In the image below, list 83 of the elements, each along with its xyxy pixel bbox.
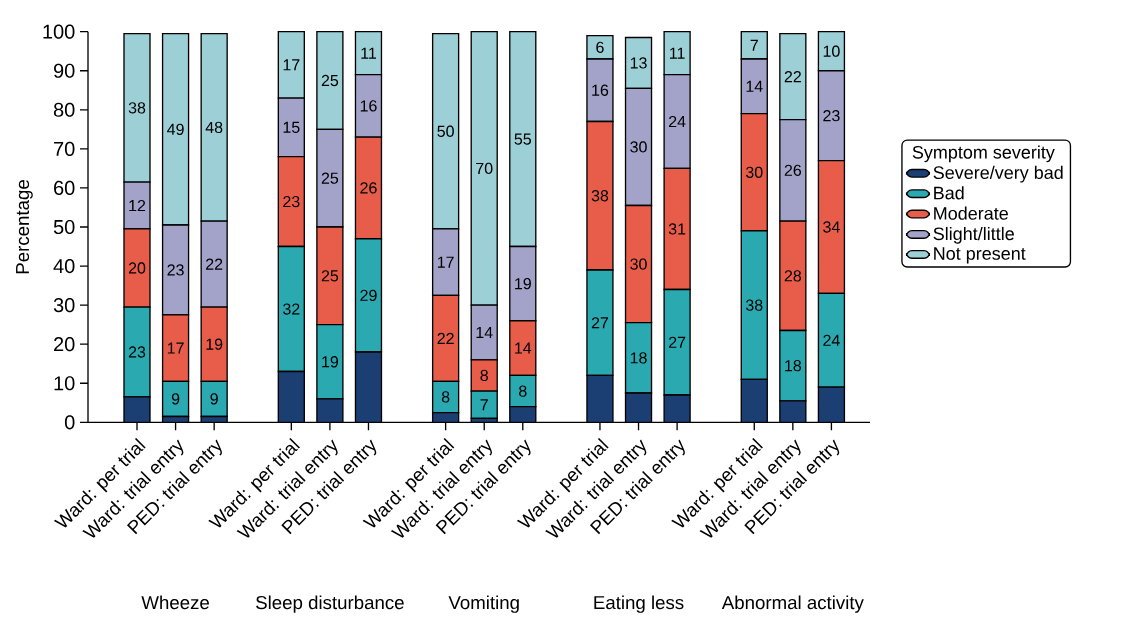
legend-label: Bad [934,186,964,200]
data-label: 22 [784,70,801,83]
y-tick-label: 60 [54,180,75,195]
data-label: 17 [283,59,300,71]
text: Vomiting [448,595,519,613]
text: Eating less [594,595,684,613]
data-label: 27 [591,316,609,329]
data-label: 48 [205,121,223,133]
y-tick-label: 100 [43,24,75,39]
data-label: 30 [745,166,763,178]
data-label: 50 [437,125,454,137]
y-tick-label: 30 [53,297,75,313]
data-label: 22 [206,258,223,270]
data-label: 13 [630,57,647,69]
data-label: 23 [283,195,300,208]
data-label: 30 [630,141,647,153]
legend-label: Slight/little [933,226,1014,244]
data-label: 14 [476,326,493,338]
data-label: 38 [591,189,609,202]
data-label: 10 [823,45,840,57]
data-label: 25 [321,74,339,86]
data-label: 15 [283,121,300,133]
data-label: 25 [321,172,339,184]
legend-title: Symptom severity [912,145,1055,163]
data-label: 17 [167,342,184,354]
data-label: 17 [437,256,454,268]
data-label: 12 [129,199,146,211]
data-label: 14 [515,342,532,354]
data-label: 23 [167,264,184,276]
data-label: 19 [515,277,531,290]
legend-label: Severe/very bad [933,165,1063,183]
y-tick-label: 80 [53,102,75,117]
data-label: 34 [823,221,840,233]
data-label: 27 [669,336,686,348]
y-tick-label: 20 [54,336,75,352]
y-tick-label: 90 [53,63,75,78]
data-label: 30 [630,258,647,270]
data-label: 26 [360,182,377,194]
data-label: 23 [128,346,146,358]
data-label: 38 [128,102,146,114]
y-tick-label: 40 [53,258,75,273]
data-label: 32 [283,303,300,315]
data-label: 11 [670,47,685,59]
data-label: 49 [167,123,184,135]
data-label: 8 [519,385,527,397]
y-axis-title: Percentage [16,179,33,274]
data-label: 24 [823,334,840,346]
legend-label: Moderate [934,206,1008,220]
data-label: 11 [361,47,376,59]
data-label: 19 [206,338,223,350]
text: Sleep disturbance [256,595,404,613]
y-tick-label: 10 [54,376,75,391]
data-label: 14 [746,80,763,92]
data-label: 22 [437,332,454,344]
data-label: 7 [750,39,758,51]
data-label: 55 [514,133,532,145]
text: Wheeze [141,595,209,610]
y-tick-label: 0 [64,415,75,430]
y-tick-label: 70 [54,141,75,156]
data-label: 20 [128,262,146,274]
data-label: 6 [596,41,604,53]
data-label: 28 [784,270,802,282]
data-label: 23 [823,109,840,122]
data-label: 19 [322,355,339,368]
data-label: 24 [669,115,686,127]
data-label: 29 [360,289,377,301]
data-label: 70 [476,162,493,174]
data-label: 18 [630,352,647,364]
data-label: 26 [784,164,802,176]
data-label: 31 [668,223,686,235]
data-label: 9 [171,393,180,405]
data-label: 18 [785,359,802,372]
data-label: 16 [360,100,377,112]
data-label: 7 [480,399,488,411]
data-label: 25 [321,270,339,282]
y-tick-label: 50 [53,219,75,234]
data-label: 38 [745,299,763,311]
text: Abnormal activity [721,595,864,613]
data-label: 8 [480,369,488,381]
data-label: 9 [210,393,218,405]
legend-label: Not present [934,247,1026,264]
data-label: 16 [592,84,609,96]
data-label: 8 [441,391,450,403]
